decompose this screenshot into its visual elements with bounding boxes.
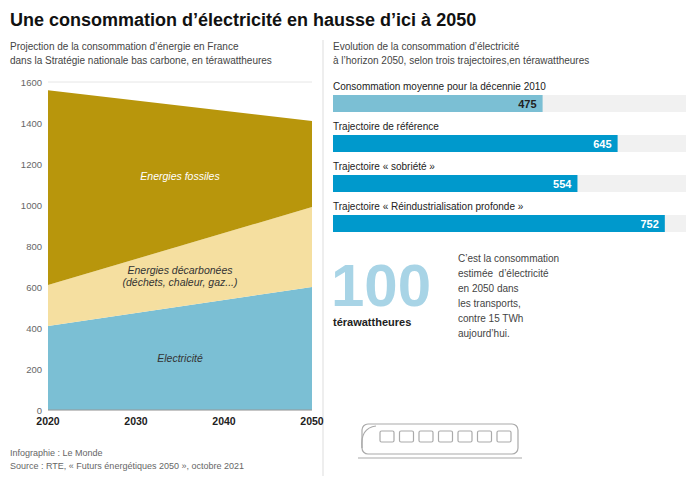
bar-track [333,175,686,192]
highlight-number: 100 [331,252,431,319]
highlight-unit: térawattheures [333,316,411,328]
y-tick-label: 400 [26,323,42,334]
plot-area [48,90,312,410]
grid-line [48,82,312,83]
subtitle: Evolution de la consommation d’électrici… [333,41,520,52]
y-tick-label: 1000 [21,200,42,211]
y-tick-label: 0 [37,405,42,416]
subtitle: à l’horizon 2050, selon trois trajectoir… [333,55,589,66]
area [48,90,312,285]
y-tick-label: 1400 [21,118,42,129]
train-window [478,431,492,442]
train-window [458,431,472,442]
bar-track [333,135,686,152]
train-window [380,431,394,442]
title: Une consommation d’électricité en hausse… [10,10,476,30]
rail [358,457,522,458]
series-label: Energies fossiles [140,170,220,182]
y-tick-label: 200 [26,364,42,375]
bar [333,175,577,192]
bar-track [333,95,686,112]
chart-root: Une consommation d’électricité en hausse… [0,0,700,486]
footnote: Source : RTE, « Futurs énergétiques 2050… [10,461,244,471]
category-label: Consommation moyenne pour la décennie 20… [333,81,546,92]
x-tick-label: 2040 [212,415,236,427]
y-tick-label: 800 [26,241,42,252]
category-label: Trajectoire « Réindustrialisation profon… [333,201,524,212]
series-label: Energies décarbonées(déchets, chaleur, g… [123,264,238,288]
train-body [362,424,518,454]
x-tick-label: 2020 [36,415,60,427]
grid [48,82,312,410]
x-axis [48,410,312,411]
grid-line [48,410,312,411]
bar [333,135,618,152]
bar [333,95,543,112]
y-tick-label: 600 [26,282,42,293]
series-label: Electricité [157,352,203,364]
bar-track [333,215,686,232]
highlight-text: C’est la consommationestimée d’électrici… [458,253,559,339]
data-label: 645 [593,138,611,150]
train-window [400,431,414,442]
bar-labels: Consommation moyenne pour la décennie 20… [333,81,659,230]
train-icon [358,424,522,458]
category-label: Trajectoire « sobriété » [333,161,435,172]
y-tick-label: 1600 [21,77,42,88]
x-tick-label: 2030 [124,415,148,427]
x-tick-label: 2050 [300,415,324,427]
data-label: 752 [640,218,658,230]
train-window [497,431,511,442]
y-tick-label: 1200 [21,159,42,170]
subtitle: dans la Stratégie nationale bas carbone,… [10,55,272,66]
train-window [419,431,433,442]
subtitle: Projection de la consommation d’énergie … [10,41,239,52]
category-label: Trajectoire de référence [333,121,439,132]
train-nose [362,426,376,448]
bars [333,95,686,232]
data-label: 475 [518,98,536,110]
divider [323,40,324,476]
footnote: Infographie : Le Monde [10,448,103,458]
data-label: 554 [553,178,572,190]
background [0,0,700,486]
bar [333,215,665,232]
train-window [439,431,453,442]
